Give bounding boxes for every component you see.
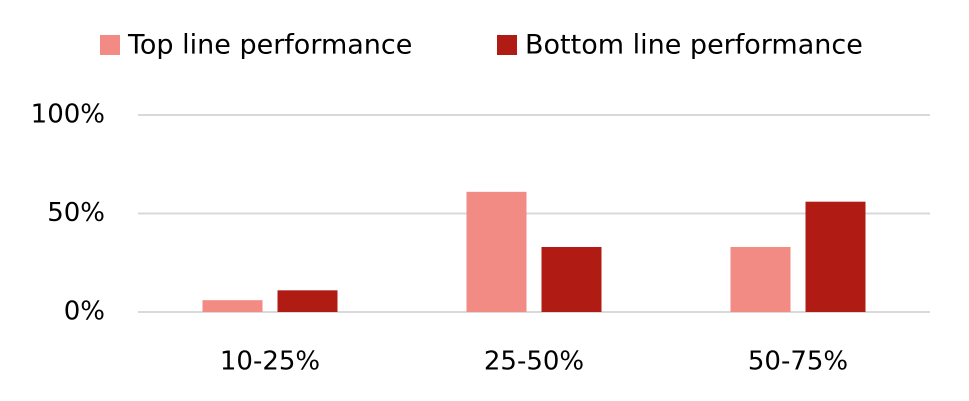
legend-label: Bottom line performance <box>525 30 863 61</box>
legend-swatch <box>497 35 517 55</box>
y-tick-label: 0% <box>64 297 105 327</box>
bar <box>277 290 338 312</box>
bar <box>202 300 263 312</box>
x-tick-label: 25-50% <box>484 347 584 377</box>
x-tick-label: 50-75% <box>748 347 848 377</box>
bar <box>541 246 602 312</box>
y-tick-label: 50% <box>47 198 105 228</box>
legend-label: Top line performance <box>127 30 412 61</box>
bar <box>466 191 527 312</box>
y-tick-label: 100% <box>31 100 105 130</box>
bar <box>805 201 866 312</box>
legend-swatch <box>100 35 120 55</box>
bar <box>730 246 791 312</box>
x-tick-label: 10-25% <box>220 347 320 377</box>
